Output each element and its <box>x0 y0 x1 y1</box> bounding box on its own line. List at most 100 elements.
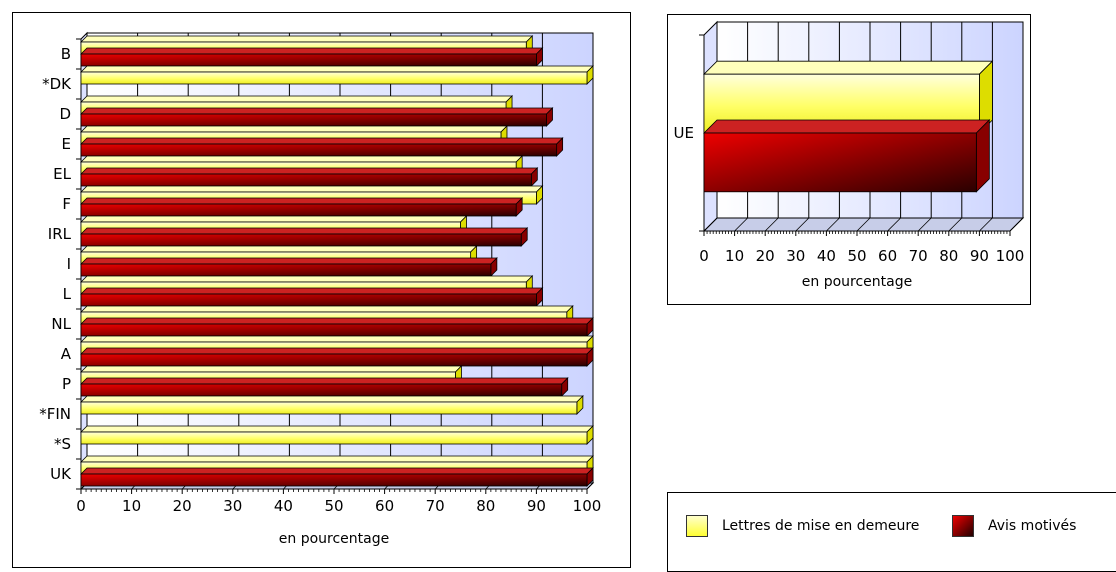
bar-b-lettres-top <box>80 35 534 43</box>
category-label-s: *S <box>54 435 71 453</box>
x-tick-label-50: 50 <box>324 497 343 515</box>
bar-irl-lettres-top <box>80 215 468 223</box>
member-states-chart-panel: 0 10 20 30 40 50 60 70 80 90 100 en pourcentage B *DK… <box>12 12 631 568</box>
bar-dk-lettres <box>80 71 588 85</box>
eu-bar-chart: 0 10 20 30 40 50 60 70 80 90 100 en pourcentage UE <box>674 20 1025 290</box>
floor-line-20 <box>764 217 779 232</box>
x-tick-label-80: 80 <box>476 497 495 515</box>
bar-uk-avis-top <box>80 467 594 475</box>
eu-chart-panel: 0 10 20 30 40 50 60 70 80 90 100 en pourcentage UE <box>667 14 1031 305</box>
category-label-e: E <box>62 135 71 153</box>
chart-legend: Lettres de mise en demeure Avis motivés <box>667 492 1116 572</box>
floor-line-30 <box>795 217 810 232</box>
x-tick-label-80: 80 <box>939 247 958 265</box>
bar-s-lettres-top <box>80 425 594 433</box>
bar-b-avis-top <box>80 47 544 55</box>
category-label-p: P <box>62 375 71 393</box>
bar-d-lettres-top <box>80 95 514 103</box>
bar-ue-avis-top <box>703 119 991 134</box>
x-tick-label-0: 0 <box>76 497 86 515</box>
category-label-fin: *FIN <box>39 405 71 423</box>
x-tick-label-60: 60 <box>375 497 394 515</box>
bar-f-avis <box>80 203 517 217</box>
bar-i-avis-top <box>80 257 498 265</box>
x-axis-title: en pourcentage <box>279 531 389 547</box>
member-states-bar-chart: 0 10 20 30 40 50 60 70 80 90 100 en pourcentage B *DK… <box>39 31 602 547</box>
bar-fin-lettres <box>80 401 578 415</box>
bar-ue-avis-side <box>975 119 990 193</box>
bar-nl-avis-top <box>80 317 594 325</box>
x-tick-label-40: 40 <box>274 497 293 515</box>
bar-p-avis <box>80 383 563 397</box>
x-tick-label-40: 40 <box>817 247 836 265</box>
bar-el-avis <box>80 173 532 187</box>
x-tick-label-20: 20 <box>756 247 775 265</box>
floor-line-60 <box>887 217 901 232</box>
bar-i-lettres-top <box>80 245 478 253</box>
x-tick-label-90: 90 <box>970 247 989 265</box>
category-label-f: F <box>62 195 71 213</box>
floor-line-70 <box>917 217 932 232</box>
category-label-irl: IRL <box>48 225 72 243</box>
x-tick-label-10: 10 <box>122 497 141 515</box>
bar-el-lettres-top <box>80 155 524 163</box>
x-tick-label-70: 70 <box>426 497 445 515</box>
legend-label-lettres: Lettres de mise en demeure <box>722 518 920 534</box>
category-label-a: A <box>61 345 72 363</box>
floor-line-80 <box>948 217 963 232</box>
x-tick-label-100: 100 <box>573 497 602 515</box>
x-tick-label-100: 100 <box>996 247 1025 265</box>
category-label-uk: UK <box>50 465 72 483</box>
category-label-b: B <box>61 45 71 63</box>
bar-ue-lettres-top <box>703 60 994 75</box>
category-label-nl: NL <box>51 315 71 333</box>
bar-f-avis-top <box>80 197 524 205</box>
bar-p-lettres-top <box>80 365 463 373</box>
legend-item-avis: Avis motivés <box>952 515 1076 537</box>
legend-item-lettres: Lettres de mise en demeure <box>686 515 919 537</box>
floor-line-100 <box>586 482 594 490</box>
bar-i-avis <box>80 263 492 277</box>
floor-line-90 <box>979 217 993 232</box>
bar-a-avis-top <box>80 347 594 355</box>
category-label-l: L <box>63 285 72 303</box>
x-tick-label-60: 60 <box>878 247 897 265</box>
bar-l-lettres-top <box>80 275 534 283</box>
bar-dk-lettres-top <box>80 65 594 73</box>
category-label-i: I <box>67 255 71 273</box>
category-label-ue: UE <box>674 124 694 142</box>
x-tick-label-30: 30 <box>223 497 242 515</box>
bar-nl-lettres-top <box>80 305 574 313</box>
bar-fin-lettres-top <box>80 395 584 403</box>
x-tick-label-70: 70 <box>909 247 928 265</box>
legend-swatch-avis <box>952 515 974 537</box>
floor-line-0 <box>703 217 718 232</box>
floor-line-40 <box>826 217 840 232</box>
x-axis-title: en pourcentage <box>802 274 912 290</box>
category-label-el: EL <box>53 165 71 183</box>
bar-f-lettres-top <box>80 185 544 193</box>
floor-line-10 <box>734 217 748 232</box>
legend-label-avis: Avis motivés <box>988 518 1077 534</box>
bar-el-avis-top <box>80 167 539 175</box>
bar-s-lettres <box>80 431 588 445</box>
x-tick-label-10: 10 <box>725 247 744 265</box>
legend-swatch-lettres <box>686 515 708 537</box>
floor-line-100 <box>1009 217 1024 232</box>
x-tick-label-50: 50 <box>847 247 866 265</box>
bar-ue-avis <box>703 132 977 193</box>
bar-l-avis <box>80 293 537 307</box>
bar-uk-lettres-top <box>80 455 594 463</box>
bar-uk-avis <box>80 473 588 487</box>
bar-l-avis-top <box>80 287 544 295</box>
bar-e-lettres-top <box>80 125 508 133</box>
bar-a-lettres-top <box>80 335 594 343</box>
category-label-d: D <box>59 105 71 123</box>
bar-d-avis-top <box>80 107 554 115</box>
bar-b-avis <box>80 53 537 67</box>
bar-p-avis-top <box>80 377 569 385</box>
bar-irl-avis-top <box>80 227 529 235</box>
x-tick-label-20: 20 <box>173 497 192 515</box>
bar-e-avis <box>80 143 558 157</box>
floor-line-50 <box>856 217 871 232</box>
